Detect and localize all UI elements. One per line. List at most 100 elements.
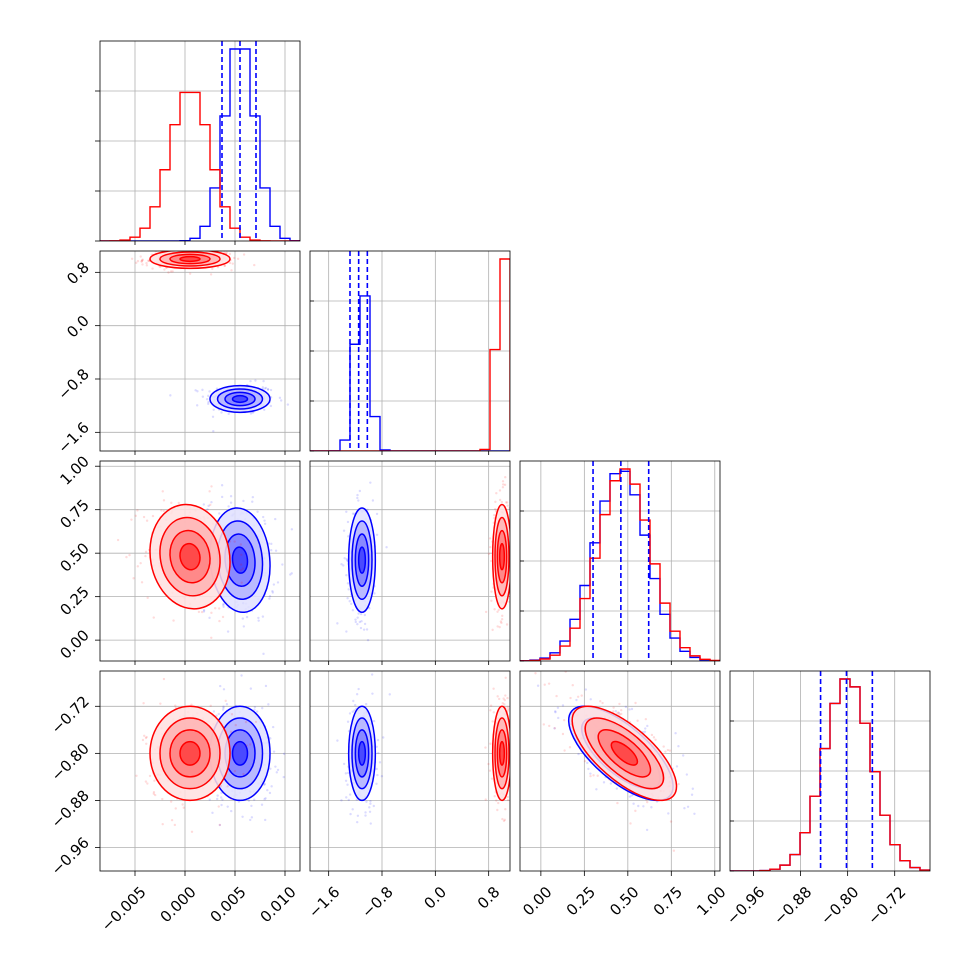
point-3-1-0-90 bbox=[369, 822, 372, 825]
point-3-2-0-167 bbox=[637, 804, 640, 808]
point-3-2-1-61 bbox=[533, 663, 535, 665]
point-2-1-1-103 bbox=[498, 625, 501, 629]
xtick-label-1-0: −1.6 bbox=[305, 883, 343, 921]
point-1-0-1-147 bbox=[253, 263, 256, 267]
point-1-0-1-177 bbox=[167, 271, 170, 274]
point-3-2-0-139 bbox=[677, 745, 680, 748]
point-1-0-1-170 bbox=[194, 248, 196, 250]
point-2-1-1-50 bbox=[498, 498, 502, 502]
point-3-2-0-218 bbox=[554, 710, 557, 714]
point-2-0-0-105 bbox=[268, 594, 272, 598]
point-1-0-0-97 bbox=[169, 394, 172, 397]
point-3-2-1-224 bbox=[568, 746, 572, 749]
contour-3-1-0-2 bbox=[354, 729, 370, 778]
point-1-0-0-192 bbox=[266, 388, 270, 391]
point-3-2-1-160 bbox=[636, 719, 639, 722]
point-1-0-0-215 bbox=[211, 415, 215, 418]
point-3-0-1-133 bbox=[226, 785, 229, 788]
point-3-0-0-14 bbox=[272, 750, 276, 753]
contour-3-2-1-2 bbox=[597, 729, 652, 778]
contour-2-1-1-1 bbox=[494, 516, 510, 597]
point-1-0-0-240 bbox=[195, 404, 199, 407]
point-2-1-1-30 bbox=[511, 548, 513, 550]
point-3-2-0-225 bbox=[595, 788, 598, 791]
point-1-0-1-211 bbox=[173, 248, 175, 250]
contour-2-1-1-2 bbox=[496, 529, 508, 584]
point-3-1-0-143 bbox=[377, 751, 380, 755]
point-3-1-1-60 bbox=[489, 709, 492, 712]
point-3-0-0-119 bbox=[250, 804, 253, 808]
point-3-2-0-14 bbox=[628, 795, 632, 798]
point-2-0-1-143 bbox=[136, 509, 139, 512]
xtick-label-3-1: −0.88 bbox=[770, 883, 815, 928]
contour-3-1-0-3 bbox=[357, 740, 367, 766]
point-2-0-0-169 bbox=[262, 652, 265, 656]
ytick-label-2-3: 0.75 bbox=[56, 496, 92, 532]
panel-frame-3-0 bbox=[99, 670, 301, 872]
point-3-0-0-102 bbox=[260, 803, 264, 806]
xtick-label-0-3: 0.010 bbox=[257, 883, 300, 926]
point-2-1-0-156 bbox=[362, 628, 366, 631]
hist-panel-0 bbox=[99, 40, 301, 242]
point-2-0-0-29 bbox=[271, 589, 274, 593]
point-3-1-1-194 bbox=[495, 799, 498, 802]
point-3-2-0-196 bbox=[575, 698, 578, 702]
point-2-1-0-218 bbox=[351, 608, 355, 612]
panel-frame-2-0 bbox=[99, 460, 301, 662]
point-3-2-1-142 bbox=[543, 683, 546, 686]
point-1-0-1-161 bbox=[140, 260, 144, 263]
contour-3-0-1-0 bbox=[149, 705, 231, 802]
point-2-1-0-133 bbox=[345, 630, 348, 633]
point-2-0-1-84 bbox=[209, 503, 212, 507]
point-2-1-0-153 bbox=[368, 607, 371, 610]
point-2-0-1-77 bbox=[145, 519, 149, 522]
point-1-0-1-24 bbox=[139, 255, 142, 258]
point-3-0-0-249 bbox=[263, 782, 266, 786]
point-1-0-0-251 bbox=[269, 388, 273, 392]
point-2-1-1-207 bbox=[498, 489, 502, 492]
point-2-0-0-223 bbox=[208, 616, 211, 620]
point-2-1-1-86 bbox=[494, 500, 497, 504]
point-1-0-1-166 bbox=[136, 259, 140, 263]
ytick-label-3-1: −0.88 bbox=[48, 787, 93, 832]
point-2-0-1-204 bbox=[221, 615, 225, 619]
point-3-2-0-191 bbox=[561, 704, 565, 707]
point-3-0-1-105 bbox=[162, 677, 166, 681]
panel-frame-3-1 bbox=[309, 670, 511, 872]
point-3-1-1-170 bbox=[501, 817, 504, 821]
histogram-2-series-1 bbox=[520, 468, 720, 661]
point-2-0-0-135 bbox=[206, 508, 209, 511]
point-3-2-0-9 bbox=[589, 772, 592, 775]
point-3-1-0-30 bbox=[356, 814, 360, 818]
point-3-2-1-15 bbox=[548, 724, 551, 728]
point-2-1-0-33 bbox=[342, 564, 345, 567]
point-3-1-0-57 bbox=[349, 812, 352, 816]
point-2-1-0-120 bbox=[360, 620, 363, 623]
panel-3-0 bbox=[99, 670, 301, 872]
contour-2-1-0-3 bbox=[357, 546, 367, 574]
point-1-0-1-29 bbox=[130, 257, 134, 260]
point-2-1-0-224 bbox=[342, 529, 346, 532]
point-3-2-1-7 bbox=[616, 712, 619, 715]
point-3-2-0-35 bbox=[557, 716, 560, 720]
histogram-3-series-1 bbox=[730, 678, 930, 871]
point-2-1-1-196 bbox=[510, 589, 512, 591]
point-2-1-1-56 bbox=[490, 590, 493, 593]
point-3-1-0-259 bbox=[376, 773, 379, 777]
xtick-label-3-2: −0.80 bbox=[817, 883, 862, 928]
point-2-1-1-36 bbox=[502, 483, 505, 486]
point-3-2-0-244 bbox=[674, 731, 677, 735]
point-2-0-0-149 bbox=[261, 515, 265, 519]
point-2-1-1-84 bbox=[500, 618, 504, 621]
point-3-1-1-84 bbox=[491, 720, 494, 723]
point-3-2-0-229 bbox=[650, 806, 653, 809]
point-1-0-1-93 bbox=[228, 261, 232, 265]
point-2-1-0-168 bbox=[354, 618, 357, 621]
point-2-1-0-138 bbox=[363, 622, 367, 626]
point-3-2-1-241 bbox=[534, 672, 537, 675]
point-1-0-0-180 bbox=[263, 408, 266, 411]
point-3-0-1-119 bbox=[234, 723, 237, 727]
xtick-label-0-2: 0.005 bbox=[207, 883, 250, 926]
point-3-1-1-232 bbox=[510, 781, 512, 783]
point-3-2-0-16 bbox=[553, 727, 556, 730]
